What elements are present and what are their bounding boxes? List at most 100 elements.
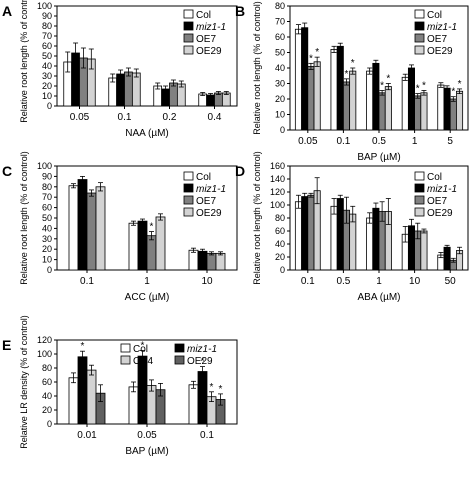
legend-swatch <box>183 45 194 55</box>
y-tick-label: 90 <box>42 171 52 181</box>
bar <box>437 84 445 131</box>
y-tick-label: 10 <box>42 255 52 265</box>
legend-swatch <box>174 343 185 353</box>
y-axis-label: Relative LR density (% of control) <box>19 315 29 449</box>
y-tick-label: 70 <box>275 17 285 27</box>
y-tick-label: 0 <box>280 125 285 135</box>
bar <box>188 249 199 271</box>
bar <box>342 81 351 131</box>
legend-label: miz1-1 <box>427 22 457 33</box>
y-tick-label: 70 <box>42 31 52 41</box>
y-tick-label: 60 <box>42 41 52 51</box>
bar <box>188 384 199 425</box>
significance-star: * <box>210 382 214 393</box>
y-tick-label: 0 <box>47 265 52 275</box>
y-tick-label: 50 <box>42 213 52 223</box>
bar <box>378 92 386 131</box>
significance-star: * <box>201 357 205 368</box>
significance-star: * <box>422 80 426 91</box>
y-tick-label: 20 <box>42 405 52 415</box>
bar <box>336 45 344 131</box>
bar <box>294 28 302 131</box>
x-tick-label: 10 <box>409 276 421 287</box>
y-tick-label: 100 <box>37 349 52 359</box>
y-tick-label: 60 <box>275 32 285 42</box>
bar <box>456 90 464 131</box>
legend-label: miz1-1 <box>196 22 226 33</box>
x-tick-label: 0.1 <box>200 430 214 441</box>
significance-star: * <box>345 69 349 80</box>
x-tick-label: 1 <box>144 276 150 287</box>
y-tick-label: 70 <box>42 192 52 202</box>
bar <box>330 205 338 271</box>
y-tick-label: 80 <box>42 363 52 373</box>
legend-label: miz1-1 <box>196 184 226 195</box>
legend-label: OE29 <box>427 46 453 57</box>
y-axis-label: Relative root length (% of control) <box>19 151 29 285</box>
legend-swatch <box>120 343 131 353</box>
x-tick-label: 0.1 <box>80 276 94 287</box>
panel-letter: E <box>2 337 11 353</box>
significance-star: * <box>451 87 455 98</box>
legend-swatch <box>414 207 425 217</box>
bar <box>124 71 133 107</box>
significance-star: * <box>150 222 154 233</box>
x-tick-label: 0.5 <box>372 136 386 147</box>
x-axis-label: BAP (µM) <box>357 152 400 163</box>
bar <box>197 250 208 271</box>
bar <box>307 66 315 131</box>
legend-swatch <box>183 207 194 217</box>
bar <box>336 198 344 271</box>
x-tick-label: 0.4 <box>208 112 222 123</box>
x-tick-label: 10 <box>201 276 213 287</box>
x-tick-label: 0.05 <box>70 112 90 123</box>
bar <box>128 386 139 425</box>
y-tick-label: 100 <box>270 200 285 210</box>
bar <box>77 356 88 425</box>
panel-e: E 0 20 40 60 80 100 120 Relative LR density (% o… <box>2 315 238 457</box>
panel-d: D 0 20 40 60 80 100 120 140 160 Relative root leng… <box>235 151 469 303</box>
significance-star: * <box>315 47 319 58</box>
significance-star: * <box>81 341 85 352</box>
bar <box>197 371 208 425</box>
panel-letter: B <box>235 3 245 19</box>
legend-swatch <box>414 171 425 181</box>
legend-swatch <box>414 183 425 193</box>
y-tick-label: 160 <box>270 161 285 171</box>
legend-swatch <box>174 355 185 365</box>
bar <box>95 186 106 271</box>
x-tick-label: 1 <box>376 276 382 287</box>
y-tick-label: 30 <box>42 234 52 244</box>
bar <box>330 49 338 131</box>
legend-label: Col <box>427 172 442 183</box>
bar <box>443 87 451 131</box>
y-tick-label: 40 <box>42 61 52 71</box>
legend-swatch <box>414 9 425 19</box>
significance-star: * <box>458 79 462 90</box>
y-tick-label: 20 <box>42 244 52 254</box>
legend-swatch <box>183 171 194 181</box>
bar <box>68 185 79 271</box>
y-tick-label: 40 <box>275 63 285 73</box>
bar <box>86 369 97 425</box>
legend-swatch <box>414 21 425 31</box>
bar <box>307 194 315 271</box>
x-tick-label: 0.1 <box>118 112 132 123</box>
y-tick-label: 80 <box>275 1 285 11</box>
bar <box>384 86 392 131</box>
legend-label: OE29 <box>427 208 453 219</box>
bar <box>366 217 374 271</box>
bar <box>77 179 88 271</box>
y-tick-label: 20 <box>275 252 285 262</box>
legend-label: Col <box>133 344 148 355</box>
y-tick-label: 80 <box>42 182 52 192</box>
bar <box>349 213 357 271</box>
legend-label: Col <box>196 172 211 183</box>
legend-label: OE7 <box>196 34 216 45</box>
y-tick-label: 80 <box>42 21 52 31</box>
y-tick-label: 10 <box>275 110 285 120</box>
x-axis-label: ACC (µM) <box>125 292 170 303</box>
y-axis-label: Relative root length (% of control) <box>252 151 262 285</box>
